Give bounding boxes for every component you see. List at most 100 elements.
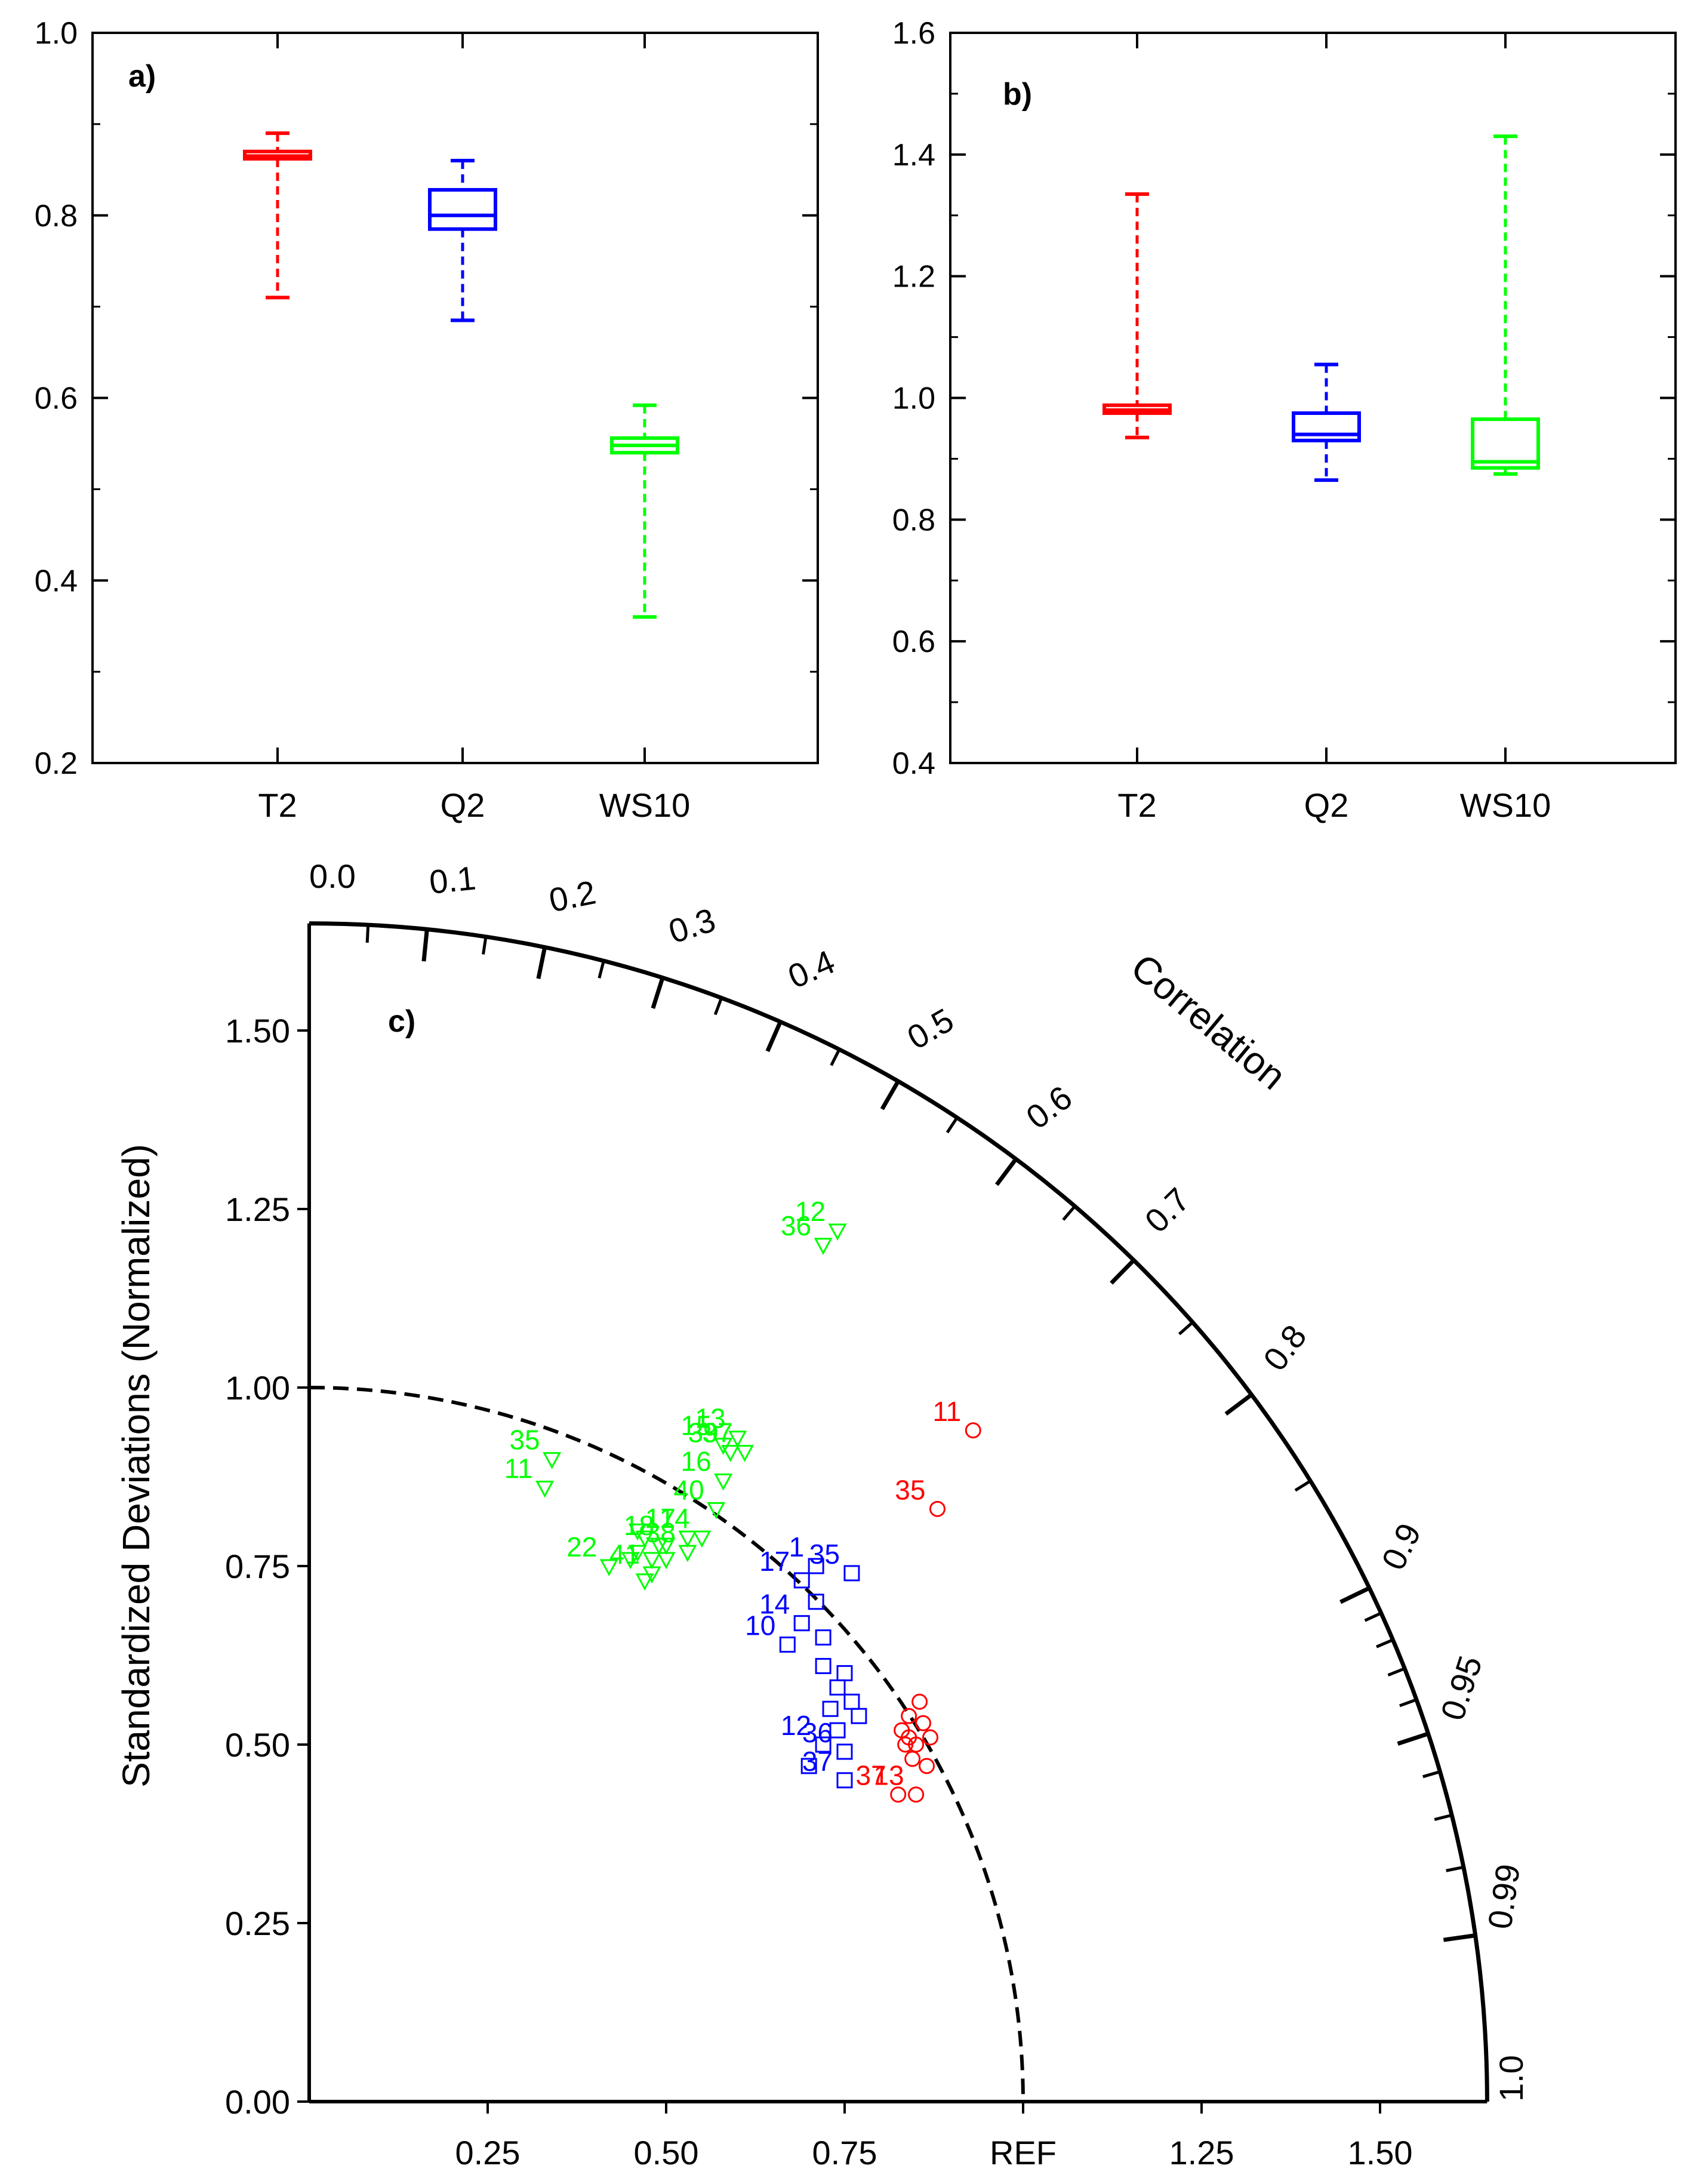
correlation-label: 0.8: [1256, 1318, 1314, 1377]
correlation-tick: [651, 977, 665, 1009]
reference-std-arc: [309, 1386, 1025, 2102]
correlation-tick: [1110, 1259, 1135, 1285]
taylor-x-tick-label: 0.75: [812, 2134, 877, 2171]
point-q2: [815, 1736, 831, 1753]
point-q2: [808, 1558, 824, 1574]
correlation-tick: [482, 936, 488, 955]
correlation-label: 0.7: [1138, 1180, 1197, 1239]
taylor-y-axis-label: Standardized Deviations (Normalized): [115, 1144, 158, 1788]
point-label: 40: [674, 1474, 704, 1505]
correlation-tick: [1294, 1479, 1311, 1492]
correlation-tick: [1062, 1205, 1076, 1221]
correlation-label: 0.5: [901, 1001, 960, 1056]
panel-a-boxplot: a) 0.2 0.4 0.6 0.8 1.0 T2 Q2 WS10: [35, 16, 819, 824]
point-label: 13: [695, 1403, 725, 1434]
point-q2: [829, 1679, 846, 1696]
a-y-tick-label: 0.4: [35, 564, 78, 598]
point-t2: [901, 1729, 917, 1746]
point-ws10: [735, 1445, 754, 1462]
point-t2: [904, 1751, 921, 1767]
point-t2: [929, 1500, 946, 1517]
point-ws10: [628, 1523, 647, 1541]
taylor-axes: 0.00 0.25 0.50 0.75 1.00 1.25 1.50 0.25 0.50 0.75…: [225, 923, 1488, 2171]
point-label: 36: [781, 1210, 811, 1241]
point-t2: [901, 1708, 917, 1724]
correlation-label: 0.99: [1480, 1862, 1527, 1931]
taylor-y-tick-label: 1.50: [225, 1012, 290, 1050]
point-t2: [908, 1786, 925, 1803]
point-label: 12: [781, 1710, 811, 1741]
point-label: 35: [809, 1539, 840, 1570]
point-ws10: [599, 1559, 618, 1577]
point-ws10: [714, 1473, 733, 1491]
point-t2: [911, 1693, 928, 1710]
point-ws10: [635, 1573, 654, 1591]
point-ws10: [621, 1552, 640, 1570]
point-q2: [822, 1700, 839, 1717]
correlation-tick: [1443, 1933, 1476, 1942]
a-y-tick-label: 0.8: [35, 199, 78, 233]
a-x-tick-label: Q2: [441, 786, 485, 824]
b-y-tick-label: 1.2: [892, 260, 935, 294]
taylor-y-tick-label: 0.00: [225, 2083, 290, 2121]
a-box-q2: [428, 187, 497, 231]
panel-c-label: c): [388, 1004, 415, 1039]
panel-b-label: b): [1003, 77, 1032, 112]
point-q2: [815, 1629, 831, 1646]
correlation-tick: [1399, 1698, 1417, 1708]
point-ws10: [707, 1502, 726, 1519]
correlation-tick: [1376, 1638, 1394, 1648]
correlation-tick: [830, 1048, 841, 1066]
point-label: 37: [702, 1417, 732, 1448]
a-y-tick-label: 1.0: [35, 16, 78, 51]
correlation-tick: [1339, 1586, 1371, 1604]
correlation-tick: [880, 1080, 900, 1111]
point-ws10: [814, 1238, 833, 1255]
b-y-tick-label: 1.4: [892, 138, 935, 173]
b-box-q2: [1292, 411, 1361, 442]
point-t2: [890, 1786, 907, 1803]
point-label: 14: [759, 1589, 790, 1620]
point-ws10: [721, 1445, 740, 1462]
taylor-x-tick-label: REF: [990, 2134, 1057, 2171]
point-q2: [836, 1772, 853, 1789]
point-q2: [843, 1693, 860, 1710]
point-ws10: [642, 1552, 661, 1570]
b-y-tick-label: 0.6: [892, 625, 935, 659]
taylor-x-tick-label: 1.50: [1348, 2134, 1413, 2171]
point-t2: [922, 1729, 939, 1746]
a-x-tick-label: T2: [258, 786, 297, 824]
point-label: 1: [789, 1531, 805, 1562]
point-t2: [965, 1422, 981, 1439]
taylor-y-tick-label: 0.75: [225, 1548, 290, 1585]
correlation-label: 0.3: [664, 900, 720, 950]
b-y-tick-label: 0.8: [892, 503, 935, 537]
point-ws10: [678, 1545, 697, 1562]
correlation-label: 1.0: [1492, 2055, 1530, 2102]
correlation-tick: [1224, 1393, 1253, 1416]
b-x-tick-label: T2: [1117, 786, 1156, 824]
point-label: 17: [645, 1503, 676, 1534]
point-q2: [836, 1743, 853, 1760]
correlation-label: 0.0: [309, 857, 356, 895]
correlation-tick: [946, 1116, 959, 1134]
b-box-ws10: [1471, 417, 1540, 470]
taylor-x-tick-label: 0.25: [455, 2134, 521, 2171]
correlation-arc-label: Correlation: [1123, 945, 1294, 1098]
panel-c-taylor-diagram: c) 0.000.250.500.751.001.251.500.25 0.50 0…: [115, 857, 1530, 2171]
correlation-tick: [536, 946, 547, 979]
correlation-label: 0.2: [546, 873, 599, 919]
point-label: 10: [745, 1610, 775, 1641]
point-ws10: [728, 1431, 747, 1448]
panel-b-x-axis: T2 Q2 WS10: [1117, 33, 1551, 824]
correlation-tick: [598, 960, 605, 979]
taylor-x-tick-label: 1.25: [1169, 2134, 1234, 2171]
correlation-tick: [1178, 1321, 1194, 1336]
taylor-y-tick-label: 0.50: [225, 1726, 290, 1764]
point-q2: [829, 1722, 846, 1739]
point-q2: [836, 1665, 853, 1681]
point-label: 39: [688, 1417, 718, 1448]
point-label: 11: [504, 1453, 533, 1484]
panel-b-boxplot: b) 0.4 0.6 0.8 1.0 1.2 1.4 1.6 T2 Q2 WS10: [892, 16, 1677, 824]
